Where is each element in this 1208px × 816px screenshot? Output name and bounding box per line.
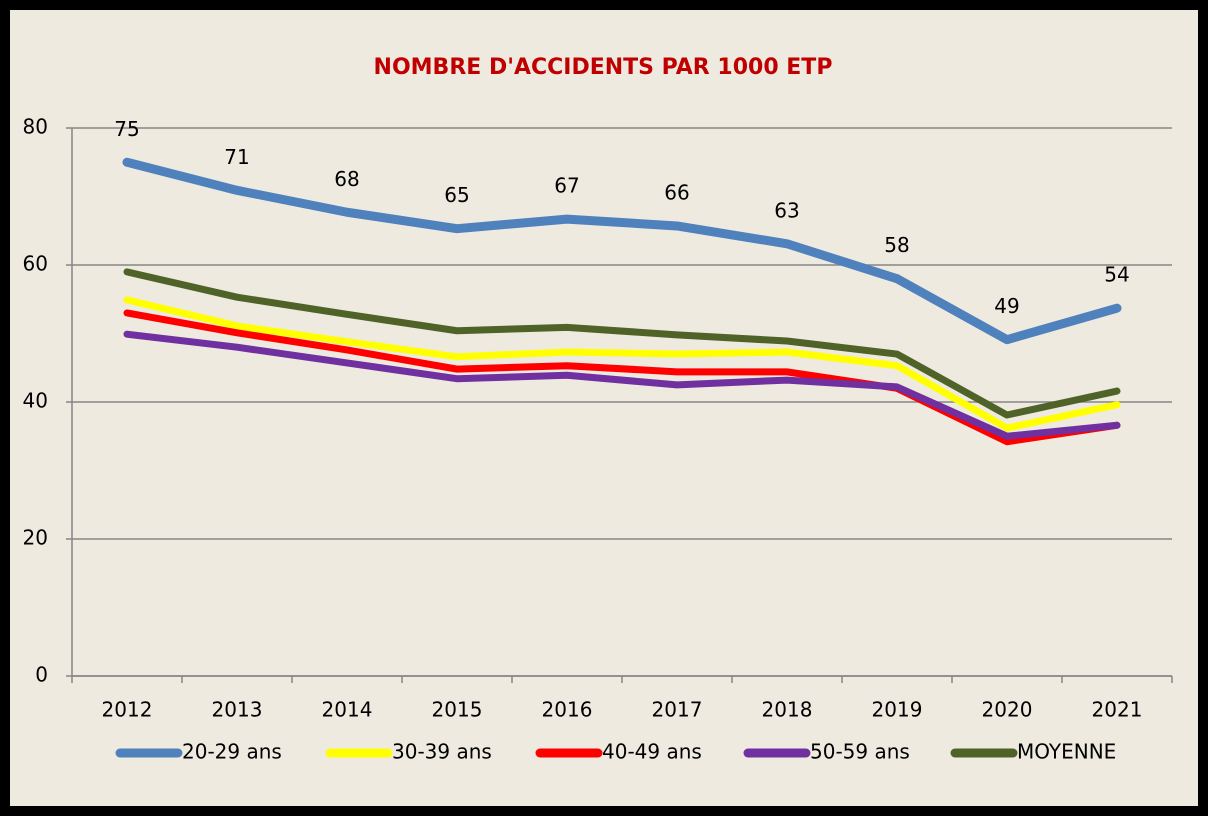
x-tick-label: 2016	[542, 698, 593, 722]
series-line	[123, 268, 1121, 419]
legend-label: 40-49 ans	[602, 740, 702, 764]
y-tick-label: 40	[23, 389, 48, 413]
data-label: 63	[774, 198, 799, 222]
x-tick-label: 2013	[212, 698, 263, 722]
x-tick-label: 2018	[762, 698, 813, 722]
series-line	[123, 330, 1121, 440]
series-line	[123, 296, 1121, 432]
data-label: 65	[444, 183, 469, 207]
y-tick-label: 60	[23, 252, 48, 276]
data-label: 58	[884, 233, 909, 257]
x-tick-label: 2019	[872, 698, 923, 722]
legend-label: MOYENNE	[1017, 740, 1116, 764]
x-tick-label: 2021	[1092, 698, 1143, 722]
legend-label: 30-39 ans	[392, 740, 492, 764]
series-line	[122, 157, 1122, 345]
x-tick-label: 2014	[322, 698, 373, 722]
data-label: 75	[114, 117, 139, 141]
y-tick-label: 20	[23, 526, 48, 550]
y-tick-label: 80	[23, 115, 48, 139]
data-label: 54	[1104, 263, 1129, 287]
y-tick-label: 0	[35, 663, 48, 687]
x-tick-label: 2012	[102, 698, 153, 722]
legend-label: 50-59 ans	[810, 740, 910, 764]
x-tick-label: 2020	[982, 698, 1033, 722]
data-label: 67	[554, 174, 579, 198]
legend-label: 20-29 ans	[182, 740, 282, 764]
x-tick-label: 2015	[432, 698, 483, 722]
data-label: 68	[334, 167, 359, 191]
x-tick-label: 2017	[652, 698, 703, 722]
data-label: 49	[994, 294, 1019, 318]
data-label: 71	[224, 145, 249, 169]
chart-title: NOMBRE D'ACCIDENTS PAR 1000 ETP	[374, 55, 833, 80]
data-label: 66	[664, 180, 689, 204]
